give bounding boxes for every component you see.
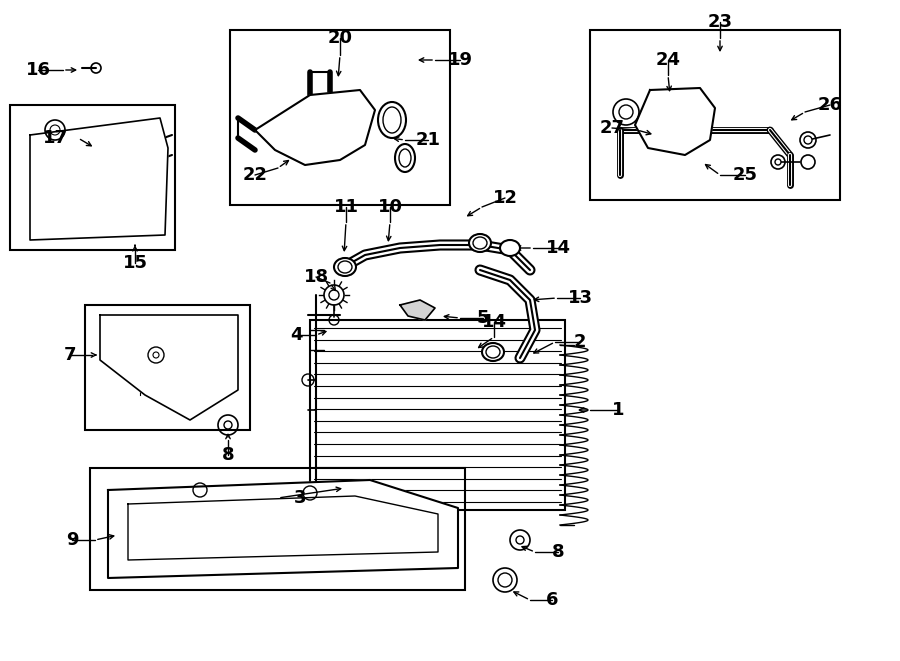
Polygon shape	[30, 118, 168, 240]
Text: 8: 8	[221, 446, 234, 464]
Polygon shape	[400, 300, 435, 320]
Text: 8: 8	[552, 543, 564, 561]
Text: 7: 7	[64, 346, 76, 364]
Circle shape	[516, 536, 524, 544]
Ellipse shape	[482, 343, 504, 361]
Circle shape	[804, 136, 812, 144]
Ellipse shape	[383, 107, 401, 133]
Circle shape	[153, 352, 159, 358]
Ellipse shape	[486, 346, 500, 358]
Ellipse shape	[399, 149, 411, 167]
Bar	[230, 30, 450, 205]
Polygon shape	[100, 315, 238, 420]
Text: 14: 14	[482, 313, 507, 331]
Text: 12: 12	[492, 189, 517, 207]
Bar	[10, 105, 175, 250]
Ellipse shape	[500, 240, 520, 256]
Text: 18: 18	[303, 268, 328, 286]
Text: 14: 14	[545, 239, 571, 257]
Text: 13: 13	[568, 289, 592, 307]
Bar	[85, 305, 250, 430]
Text: 3: 3	[293, 489, 306, 507]
Circle shape	[775, 159, 781, 165]
Text: 5: 5	[477, 309, 490, 327]
Bar	[590, 30, 840, 200]
Polygon shape	[255, 90, 375, 165]
Text: 24: 24	[655, 51, 680, 69]
Text: 9: 9	[66, 531, 78, 549]
Text: 6: 6	[545, 591, 558, 609]
Ellipse shape	[378, 102, 406, 138]
Text: 23: 23	[707, 13, 733, 31]
Text: 2: 2	[574, 333, 586, 351]
Text: 4: 4	[290, 326, 302, 344]
Text: 19: 19	[447, 51, 473, 69]
Ellipse shape	[395, 144, 415, 172]
Text: 11: 11	[334, 198, 358, 216]
Text: 10: 10	[377, 198, 402, 216]
Circle shape	[224, 421, 232, 429]
Ellipse shape	[473, 237, 487, 249]
Text: 26: 26	[817, 96, 842, 114]
Text: 1: 1	[612, 401, 625, 419]
Polygon shape	[108, 480, 458, 578]
Ellipse shape	[469, 234, 491, 252]
Text: 16: 16	[25, 61, 50, 79]
Text: 25: 25	[733, 166, 758, 184]
Text: 27: 27	[599, 119, 625, 137]
Bar	[90, 468, 465, 590]
Bar	[310, 320, 565, 510]
Text: 15: 15	[122, 254, 148, 272]
Text: 17: 17	[42, 129, 68, 147]
Polygon shape	[635, 88, 715, 155]
Text: 21: 21	[416, 131, 440, 149]
Text: 22: 22	[242, 166, 267, 184]
Ellipse shape	[338, 261, 352, 273]
Text: 20: 20	[328, 29, 353, 47]
Ellipse shape	[334, 258, 356, 276]
